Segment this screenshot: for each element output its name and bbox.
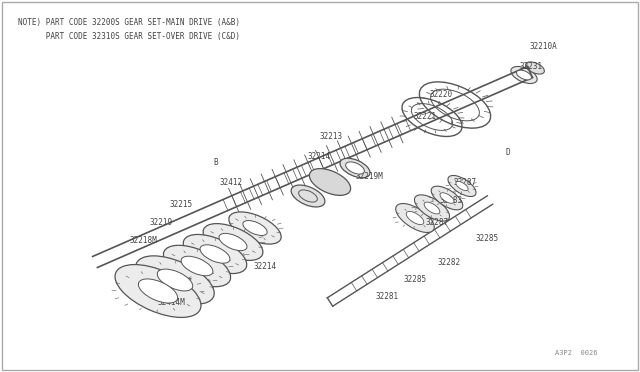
Text: 32281: 32281 <box>375 292 398 301</box>
Text: 32231: 32231 <box>519 62 542 71</box>
Text: D: D <box>505 148 509 157</box>
Text: 32214: 32214 <box>307 152 330 161</box>
Text: 32287: 32287 <box>453 178 476 187</box>
Ellipse shape <box>219 233 247 251</box>
Ellipse shape <box>243 221 267 235</box>
Text: 32282: 32282 <box>437 258 460 267</box>
Text: 32214: 32214 <box>253 262 276 271</box>
Ellipse shape <box>115 264 201 317</box>
Text: 32283: 32283 <box>440 196 463 205</box>
Ellipse shape <box>448 176 476 196</box>
Text: 32218M: 32218M <box>130 236 157 245</box>
Text: 32213: 32213 <box>320 132 343 141</box>
Text: 32219: 32219 <box>150 218 173 227</box>
Ellipse shape <box>203 224 263 260</box>
Ellipse shape <box>340 158 370 178</box>
Text: PART CODE 32310S GEAR SET-OVER DRIVE (C&D): PART CODE 32310S GEAR SET-OVER DRIVE (C&… <box>18 32 240 41</box>
Text: A3P2  0026: A3P2 0026 <box>555 350 598 356</box>
Ellipse shape <box>525 62 545 74</box>
Ellipse shape <box>136 256 214 304</box>
Text: 32220: 32220 <box>430 90 453 99</box>
Text: 32227: 32227 <box>170 278 193 287</box>
Ellipse shape <box>291 185 325 207</box>
Ellipse shape <box>181 256 213 276</box>
Text: NOTE) PART CODE 32200S GEAR SET-MAIN DRIVE (A&B): NOTE) PART CODE 32200S GEAR SET-MAIN DRI… <box>18 18 240 27</box>
Ellipse shape <box>138 279 178 303</box>
Ellipse shape <box>415 195 449 221</box>
Text: 32412: 32412 <box>220 178 243 187</box>
Ellipse shape <box>229 212 281 244</box>
Text: 32285: 32285 <box>403 275 426 284</box>
Ellipse shape <box>516 70 531 80</box>
Text: 32285: 32285 <box>476 234 499 243</box>
Ellipse shape <box>157 269 193 291</box>
Text: 32221: 32221 <box>413 112 436 121</box>
Text: 32215: 32215 <box>170 200 193 209</box>
Ellipse shape <box>511 67 537 84</box>
Ellipse shape <box>346 162 364 174</box>
Ellipse shape <box>456 182 468 190</box>
Ellipse shape <box>163 245 230 287</box>
Ellipse shape <box>200 245 230 263</box>
Text: 32219M: 32219M <box>355 172 383 181</box>
Ellipse shape <box>183 234 247 273</box>
Text: 32210A: 32210A <box>530 42 557 51</box>
Ellipse shape <box>396 203 435 232</box>
Ellipse shape <box>406 211 424 225</box>
Text: 32287: 32287 <box>425 218 448 227</box>
Ellipse shape <box>424 202 440 214</box>
Text: B: B <box>213 158 218 167</box>
Ellipse shape <box>440 193 454 203</box>
Ellipse shape <box>309 169 351 195</box>
Ellipse shape <box>431 186 463 210</box>
Text: 32414M: 32414M <box>157 298 185 307</box>
